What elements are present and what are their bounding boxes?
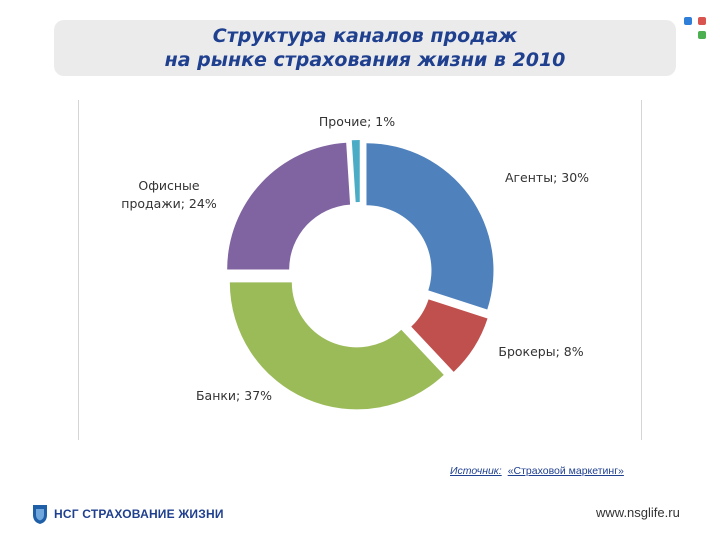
slice-label-0: Агенты; 30% <box>505 170 589 185</box>
title-banner: Структура каналов продаж на рынке страхо… <box>54 20 676 76</box>
donut-chart: Агенты; 30% Брокеры; 8% Банки; 37% Офисные п… <box>121 114 589 410</box>
slice-label-3: Офисные продажи; 24% <box>121 178 217 211</box>
title-line-2: на рынке страхования жизни в 2010 <box>164 49 566 71</box>
donut-slice-0 <box>366 143 494 310</box>
chart-frame: Агенты; 30% Брокеры; 8% Банки; 37% Офисные п… <box>78 100 642 440</box>
title-line-1: Структура каналов продаж <box>212 25 518 47</box>
source-note: Источник: «Страховой маркетинг» <box>450 465 624 477</box>
company-logo: НСГ СТРАХОВАНИЕ ЖИЗНИ <box>32 503 224 525</box>
corner-square-green <box>698 31 706 39</box>
donut-slice-3 <box>227 142 351 270</box>
slice-label-2: Банки; 37% <box>196 388 272 403</box>
corner-square-red <box>698 17 706 25</box>
donut-slice-2 <box>229 282 444 410</box>
chart-slices <box>227 140 494 410</box>
donut-slice-1 <box>411 299 488 372</box>
chart-labels: Агенты; 30% Брокеры; 8% Банки; 37% Офисные п… <box>121 114 589 403</box>
source-text: «Страховой маркетинг» <box>507 465 624 477</box>
shield-emblem-icon <box>33 505 47 524</box>
slice-label-4: Прочие; 1% <box>319 114 395 129</box>
logo-text: НСГ СТРАХОВАНИЕ ЖИЗНИ <box>54 507 224 521</box>
source-label: Источник: <box>450 465 502 477</box>
website-link[interactable]: www.nsglife.ru <box>596 505 680 520</box>
corner-square-blue <box>684 17 692 25</box>
slice-label-1: Брокеры; 8% <box>498 344 583 359</box>
corner-squares-decoration <box>684 17 710 43</box>
donut-slice-4 <box>351 140 360 203</box>
